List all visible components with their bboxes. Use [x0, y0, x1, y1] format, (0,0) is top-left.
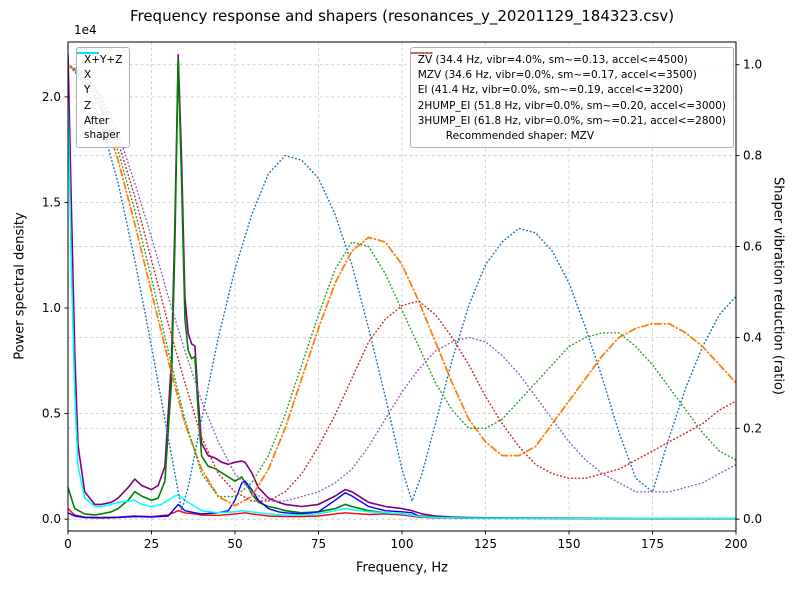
legend-label-zv: ZV (34.4 Hz, vibr=4.0%, sm~=0.13, accel<… — [417, 54, 688, 66]
legend-label-x-y-z: X+Y+Z — [84, 54, 123, 66]
legend-label-y: Y — [84, 84, 91, 97]
series-zv — [68, 63, 736, 511]
left-axis-ticks: 0.0 0.5 1.0 1.5 2.0 — [42, 90, 68, 526]
legend-item-y: Y — [77, 52, 122, 97]
svg-text:75: 75 — [311, 537, 326, 551]
legend-item-after-shaper: After shaper — [77, 52, 122, 142]
series-mzv — [68, 63, 736, 507]
svg-text:0.2: 0.2 — [743, 421, 762, 435]
legend-item-zv: ZV (34.4 Hz, vibr=4.0%, sm~=0.13, accel<… — [410, 52, 726, 67]
series-3hump-ei — [68, 63, 736, 502]
recommended-shaper-note: Recommended shaper: MZV — [445, 129, 595, 142]
legend-item-z: Z — [77, 52, 122, 113]
svg-text:100: 100 — [391, 537, 414, 551]
svg-text:0.0: 0.0 — [42, 512, 61, 526]
legend-label-after-shaper: After shaper — [84, 114, 121, 141]
svg-text:25: 25 — [144, 537, 159, 551]
svg-text:200: 200 — [725, 537, 748, 551]
legend-label-z: Z — [84, 99, 92, 112]
after-shaper-legend-line-icon — [77, 52, 99, 54]
legend-item-ei: EI (41.4 Hz, vibr=0.0%, sm~=0.19, accel<… — [410, 52, 726, 97]
legend-psd: X+Y+Z X Y Z After shaper — [76, 47, 131, 149]
series-2hump-ei — [68, 63, 736, 502]
series-after-shaper — [68, 100, 736, 520]
legend-label-x: X — [84, 69, 92, 82]
right-axis-label: Shaper vibration reduction (ratio) — [770, 177, 786, 395]
svg-text:0.5: 0.5 — [42, 407, 61, 421]
svg-text:125: 125 — [474, 537, 497, 551]
left-axis-label: Power spectral density — [12, 212, 28, 360]
3hump-ei-legend-line-icon — [410, 52, 433, 54]
left-axis-offset-label: 1e4 — [74, 23, 97, 37]
chart-title: Frequency response and shapers (resonanc… — [129, 7, 675, 25]
x-axis-label: Frequency, Hz — [355, 560, 449, 576]
svg-text:0.6: 0.6 — [743, 240, 762, 254]
svg-text:1.5: 1.5 — [42, 195, 61, 209]
legend-item-x: X — [77, 52, 122, 82]
svg-text:2.0: 2.0 — [42, 90, 61, 104]
legend-label-mzv: MZV (34.6 Hz, vibr=0.0%, sm~=0.17, accel… — [417, 69, 697, 82]
svg-text:175: 175 — [641, 537, 664, 551]
svg-text:1.0: 1.0 — [42, 301, 61, 315]
legend-label-3hump-ei: 3HUMP_EI (61.8 Hz, vibr=0.0%, sm~=0.21, … — [417, 114, 726, 127]
right-axis-ticks: 0.0 0.2 0.4 0.6 0.8 1.0 — [736, 58, 762, 526]
svg-text:150: 150 — [558, 537, 581, 551]
svg-text:0.4: 0.4 — [743, 330, 762, 344]
svg-text:0.0: 0.0 — [743, 512, 762, 526]
legend-item-3hump-ei: 3HUMP_EI (61.8 Hz, vibr=0.0%, sm~=0.21, … — [410, 52, 726, 128]
legend-label-2hump-ei: 2HUMP_EI (51.8 Hz, vibr=0.0%, sm~=0.20, … — [417, 99, 726, 112]
series-ei — [68, 63, 736, 498]
legend-item-2hump-ei: 2HUMP_EI (51.8 Hz, vibr=0.0%, sm~=0.20, … — [410, 52, 726, 113]
series-x-y-z — [68, 53, 736, 520]
svg-text:50: 50 — [227, 537, 242, 551]
series-z — [68, 480, 736, 519]
legend-item-mzv: MZV (34.6 Hz, vibr=0.0%, sm~=0.17, accel… — [410, 51, 726, 82]
legend-shapers: ZV (34.4 Hz, vibr=4.0%, sm~=0.13, accel<… — [409, 47, 734, 149]
svg-text:0.8: 0.8 — [743, 149, 762, 163]
svg-text:0: 0 — [64, 537, 72, 551]
svg-text:1.0: 1.0 — [743, 58, 762, 72]
x-axis-ticks: 0 25 50 75 100 125 150 175 200 — [64, 531, 747, 551]
legend-label-ei: EI (41.4 Hz, vibr=0.0%, sm~=0.19, accel<… — [417, 84, 684, 97]
